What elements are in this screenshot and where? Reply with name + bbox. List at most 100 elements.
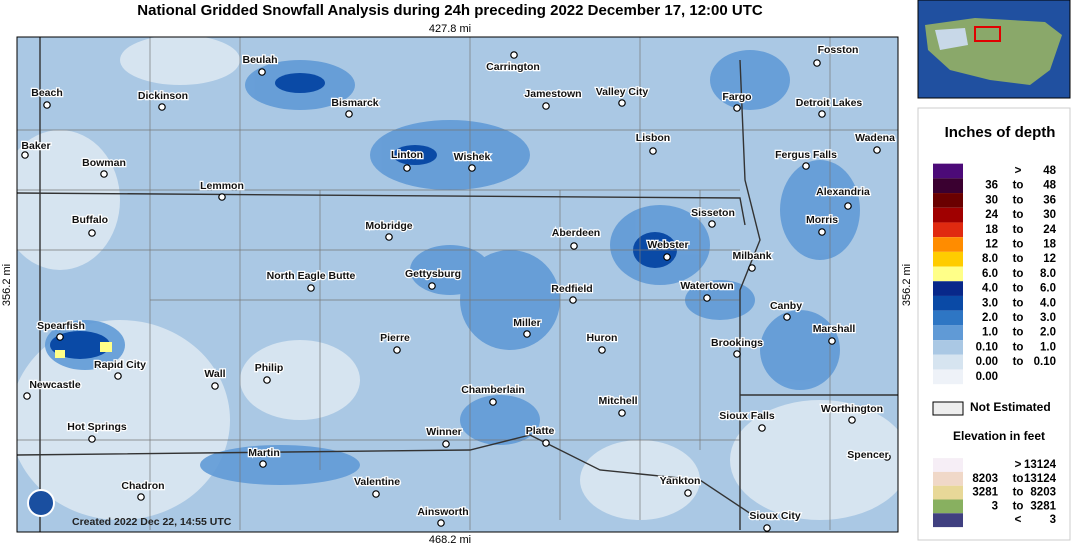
city-dot (542, 439, 550, 447)
legend-swatch (933, 163, 963, 179)
legend-from: 8.0 (982, 253, 998, 265)
title: National Gridded Snowfall Analysis durin… (137, 2, 763, 19)
city-label: North Eagle Butte (267, 270, 356, 282)
city-dot (848, 416, 856, 424)
inset-map (917, 0, 1071, 99)
city-dot (218, 193, 226, 201)
county-lines (17, 37, 898, 530)
scale-bottom: 468.2 mi (429, 534, 471, 546)
city-dot (748, 264, 756, 272)
city-label: Watertown (680, 280, 733, 292)
legend-swatch (933, 222, 963, 238)
city-label: Spencer (847, 449, 888, 461)
city-dot (598, 346, 606, 354)
city-dot (137, 493, 145, 501)
map-frame (16, 36, 899, 533)
city-label: Rapid City (94, 359, 146, 371)
city-label: Dickinson (138, 90, 188, 102)
legend-swatch (933, 458, 963, 472)
city-dot (428, 282, 436, 290)
city-label: Brookings (711, 337, 763, 349)
elevation-title: Elevation in feet (953, 429, 1045, 443)
city-dot (372, 490, 380, 498)
city-label: Sioux City (749, 510, 801, 522)
map: Created 2022 Dec 22, 14:55 UTC Beulah Bis… (16, 36, 899, 533)
legend-from: 6.0 (982, 268, 998, 280)
city-dot (263, 376, 271, 384)
city-dot (393, 346, 401, 354)
city-label: Valley City (596, 86, 649, 98)
legend-swatch (933, 295, 963, 311)
city-label: Morris (806, 214, 838, 226)
city-dot (818, 110, 826, 118)
legend-title: Inches of depth (945, 124, 1056, 141)
city-dot (818, 228, 826, 236)
legend-sep: > (1015, 459, 1022, 471)
city-label: Ainsworth (417, 506, 468, 518)
city-dot (733, 350, 741, 358)
city-dot (259, 460, 267, 468)
scale-right: 356.2 mi (901, 264, 913, 306)
city-dot (258, 68, 266, 76)
legend-from: 1.0 (982, 327, 998, 339)
legend-sep: to (1013, 253, 1024, 265)
legend-from: 3281 (972, 487, 998, 499)
city-dot (569, 296, 577, 304)
city-dot (211, 382, 219, 390)
city-label: Platte (526, 425, 555, 437)
legend-to: 13124 (1024, 459, 1057, 471)
city-dot (802, 162, 810, 170)
legend-swatch (933, 266, 963, 282)
legend-sep: to (1013, 268, 1024, 280)
city-label: Lisbon (636, 132, 670, 144)
noaa-logo (27, 489, 55, 517)
scale-top: 427.8 mi (429, 23, 471, 35)
city-label: Canby (770, 300, 802, 312)
legend-swatch (933, 471, 963, 486)
city-label: Aberdeen (552, 227, 600, 239)
legend-swatch (933, 340, 963, 355)
legend-to: 48 (1043, 180, 1056, 192)
legend-to: 6.0 (1040, 283, 1056, 295)
legend-swatch (933, 281, 963, 296)
legend-sep: to (1013, 312, 1024, 324)
city-label: Baker (21, 140, 50, 152)
city-label: Beulah (242, 54, 277, 66)
legend-to: 3.0 (1040, 312, 1056, 324)
city-dot (663, 253, 671, 261)
legend-to: 8.0 (1040, 268, 1056, 280)
city-label: Wall (204, 368, 225, 380)
city-label: Milbank (732, 250, 771, 262)
city-dot (523, 330, 531, 338)
footer: Created 2022 Dec 22, 14:55 UTC (72, 516, 232, 528)
city-label: Valentine (354, 476, 400, 488)
city-label: Webster (647, 239, 688, 251)
city-dot (114, 372, 122, 380)
not-estimated: Not Estimated (970, 400, 1051, 414)
city-label: Buffalo (72, 214, 108, 226)
legend-sep: < (1015, 514, 1022, 526)
city-label: Beach (31, 87, 63, 99)
city-dot (385, 233, 393, 241)
legend-from: 8203 (972, 473, 998, 485)
city-dot (23, 392, 31, 400)
very-heavy-snow (55, 342, 112, 358)
city-label: Alexandria (816, 186, 870, 198)
legend-sep: > (1015, 165, 1022, 177)
legend-from: 2.0 (982, 312, 998, 324)
city-label: Mobridge (365, 220, 412, 232)
city-label: Marshall (813, 323, 856, 335)
legend-swatch (933, 237, 963, 252)
legend-sep: to (1013, 297, 1024, 309)
legend-swatch (933, 251, 963, 267)
legend-from: 4.0 (982, 283, 998, 295)
city-label: Chamberlain (461, 384, 525, 396)
legend-from: 3 (992, 500, 998, 512)
city-dot (100, 170, 108, 178)
city-dot (88, 435, 96, 443)
city-dot (649, 147, 657, 155)
legend-sep: to (1013, 209, 1024, 221)
city-label: Mitchell (598, 395, 637, 407)
legend-from: 36 (985, 180, 998, 192)
city-dot (542, 102, 550, 110)
